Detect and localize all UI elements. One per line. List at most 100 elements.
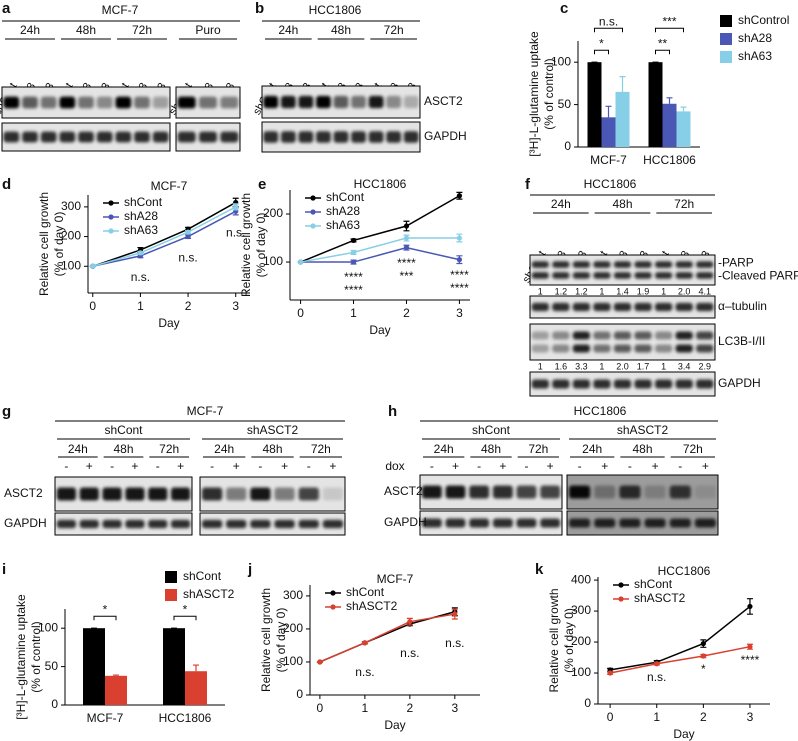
band [531,331,549,340]
band [96,131,113,143]
significance-label: **** [397,256,416,270]
y-tick-label: 200 [263,206,283,220]
band [634,272,652,279]
y-tick-label: 100 [263,254,283,268]
y-axis-label: Relative cell growth [239,193,253,297]
legend-marker [330,590,336,596]
band [675,272,693,279]
band [40,96,57,109]
band [531,344,549,353]
point [700,640,706,647]
row-label: -PARP [718,256,754,270]
band [421,485,442,499]
y-tick-label: 100 [61,258,81,272]
x-tick-label: 1 [350,306,357,320]
y-tick-label: 200 [571,634,591,648]
band [78,131,94,143]
band [177,96,196,109]
band [199,131,217,143]
legend-marker [108,228,114,234]
band [634,344,652,353]
row-label: GAPDH [424,129,467,143]
lane-label: - [210,459,214,473]
significance-label: *** [662,14,676,28]
panel-letter: e [258,176,266,193]
band [333,95,349,109]
band [669,485,691,499]
y-tick-label: 100 [571,665,591,679]
band [594,518,616,528]
legend-label: shA63 [738,49,772,63]
x-tick-label: 2 [700,710,707,724]
band [593,272,611,279]
line [300,246,460,263]
band [696,379,714,389]
lane-label: - [64,459,68,473]
blot-title: MCF-7 [187,404,224,418]
point [452,611,458,617]
significance-label: ** [658,36,668,50]
significance-bracket [594,27,623,33]
significance-bracket [173,615,197,621]
x-tick-label: 3 [456,306,463,320]
line [609,645,751,674]
band [386,95,402,109]
panel-letter: j [247,561,252,578]
band [572,272,591,279]
time-label: 48h [331,23,351,37]
lane-label: + [601,459,608,473]
point [350,237,357,244]
band [316,131,331,143]
legend-marker [108,200,114,206]
band [368,131,384,143]
band [3,131,20,143]
x-axis-label: Day [384,718,405,732]
row-label: -Cleaved PARP [718,269,798,283]
legend-marker [618,596,624,602]
band [226,487,247,501]
band [696,272,714,279]
point [185,233,191,240]
band [22,131,38,143]
y-axis-label: Relative cell growth [547,588,561,692]
panel-letter: f [525,176,531,193]
band [22,96,38,109]
line [319,611,456,663]
band [552,331,570,340]
band [593,331,611,340]
band [115,96,132,109]
band-ratio: 1 [599,286,604,296]
band [79,519,99,529]
lane-label: - [307,459,311,473]
band [654,302,673,312]
chart-title: HCC1806 [658,564,711,578]
x-axis-label: Day [673,727,694,741]
y-axis-label: (% of control) [29,621,43,692]
y-tick-label: 0 [296,687,303,701]
band [125,519,145,529]
panel-letter: c [560,0,568,17]
band [403,95,419,109]
band [220,96,239,109]
panel-letter: d [2,176,11,193]
time-label: 24h [551,197,571,211]
line [319,613,455,663]
band [492,485,513,499]
band [634,331,652,340]
point [233,204,239,210]
bar [615,91,630,147]
y-axis-label: (% of day 0) [254,213,268,278]
lane-label: + [499,459,506,473]
blot-title: HCC1806 [309,3,362,17]
time-label: 72h [159,442,179,456]
band [593,344,611,353]
blot-frame [54,512,193,536]
time-label: 48h [113,442,133,456]
band [696,261,714,268]
band [298,131,314,143]
y-tick-label: 50 [558,97,572,111]
band [552,379,570,389]
legend-label: shA63 [326,218,360,232]
lane-label: + [452,459,459,473]
point [297,259,304,265]
